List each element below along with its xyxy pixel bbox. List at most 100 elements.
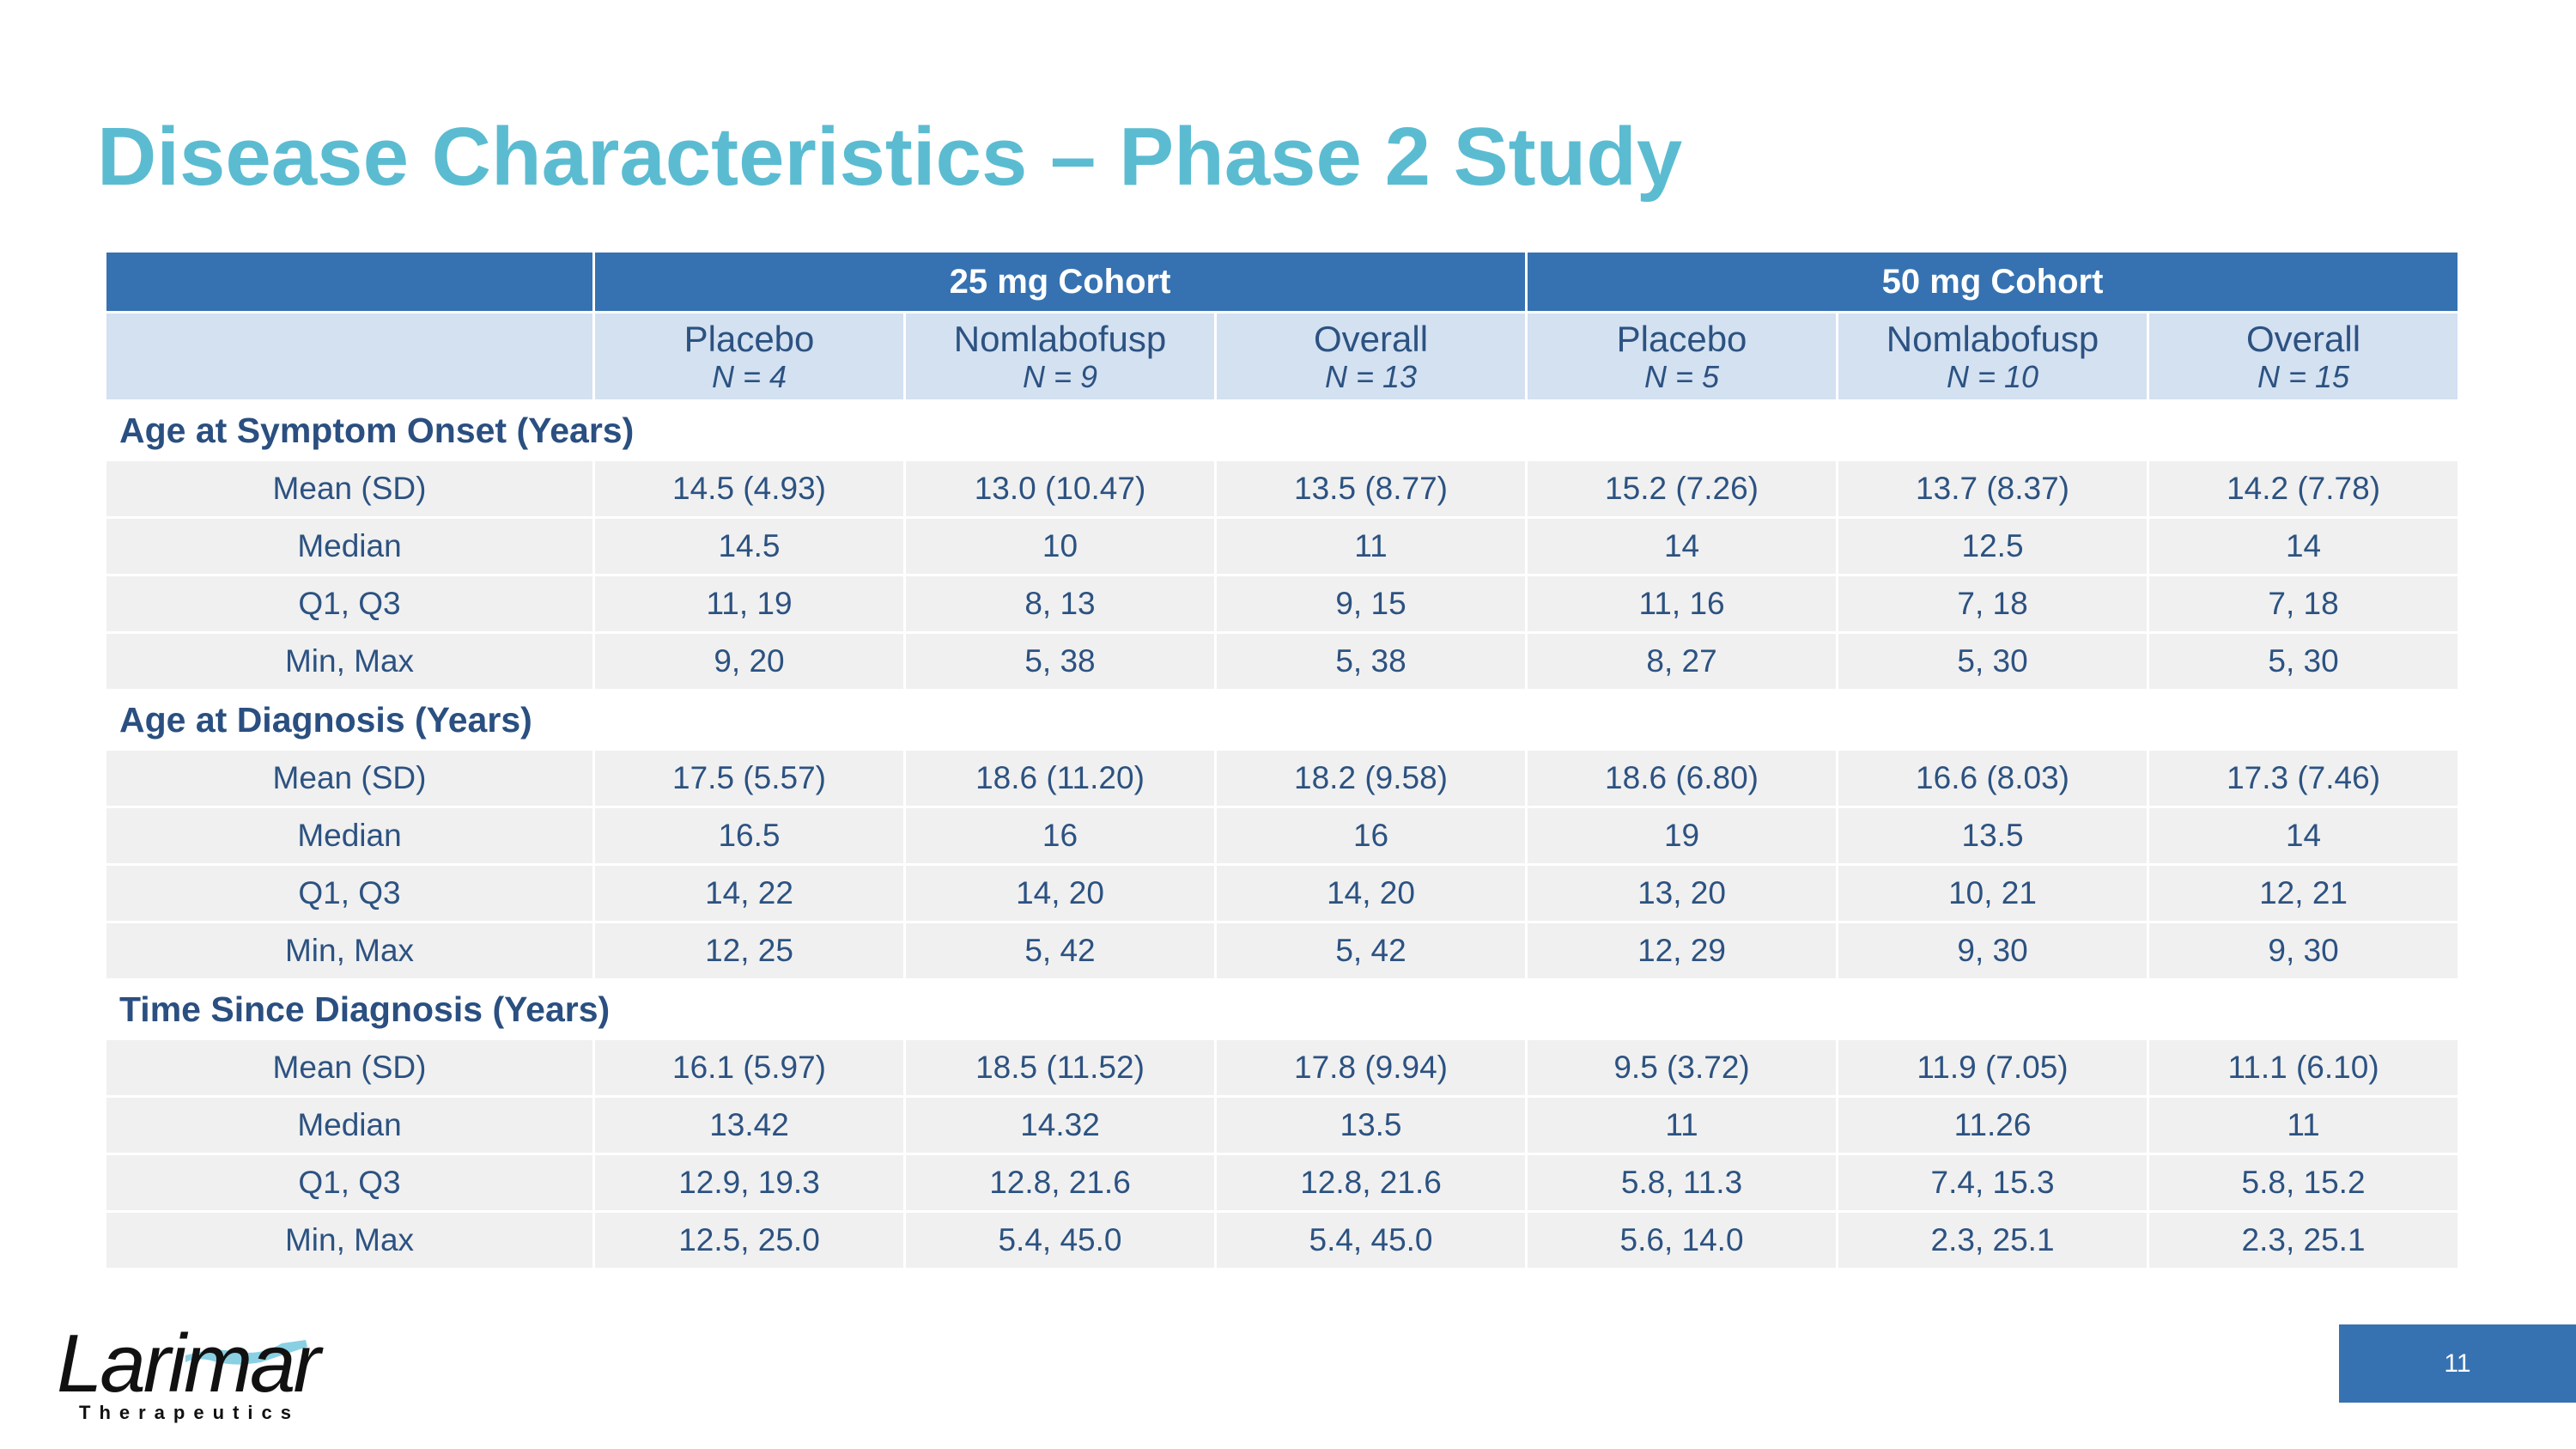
table-cell: 5.6, 14.0 (1525, 1210, 1839, 1270)
logo-tagline: Therapeutics (79, 1402, 300, 1423)
table-cell: 5.8, 15.2 (2147, 1153, 2461, 1213)
column-label: Placebo (683, 319, 815, 359)
table-cell: 9.5 (3.72) (1525, 1038, 1839, 1098)
table-cell: 12.8, 21.6 (903, 1153, 1217, 1213)
column-label: Nomlabofusp (1886, 319, 2099, 359)
table-cell: 18.6 (11.20) (903, 748, 1217, 808)
table-row: Min, Max 12, 25 5, 42 5, 42 12, 29 9, 30 9, 30 (104, 921, 2461, 981)
column-label: Overall (2246, 319, 2361, 359)
column-n: N = 15 (2257, 359, 2350, 394)
logo-wave-icon (185, 1340, 307, 1365)
table-cell: 8, 13 (903, 574, 1217, 634)
row-label: Median (104, 516, 595, 576)
table-cell: 9, 15 (1213, 574, 1528, 634)
table-cell: 11 (1213, 516, 1528, 576)
section-header-row: Age at Symptom Onset (Years) (103, 399, 2461, 461)
column-header: Nomlabofusp N = 10 (1836, 311, 2150, 402)
table-row: Q1, Q3 14, 22 14, 20 14, 20 13, 20 10, 21 12, … (104, 863, 2461, 923)
table-cell: 2.3, 25.1 (1836, 1210, 2150, 1270)
section-title: Age at Symptom Onset (Years) (103, 399, 2461, 461)
corner-cell (104, 311, 595, 402)
table-cell: 5.4, 45.0 (903, 1210, 1217, 1270)
table-cell: 8, 27 (1525, 631, 1839, 691)
table-cell: 5, 42 (1213, 921, 1528, 981)
table-row: Mean (SD) 16.1 (5.97) 18.5 (11.52) 17.8 (9.… (104, 1038, 2461, 1098)
section-title: Age at Diagnosis (Years) (103, 689, 2461, 751)
table-cell: 12.8, 21.6 (1213, 1153, 1528, 1213)
table-cell: 5, 38 (903, 631, 1217, 691)
table-cell: 13.5 (8.77) (1213, 459, 1528, 519)
column-header: Placebo N = 4 (592, 311, 906, 402)
column-header: Nomlabofusp N = 9 (903, 311, 1217, 402)
table-cell: 14.2 (7.78) (2147, 459, 2461, 519)
table-row: Q1, Q3 12.9, 19.3 12.8, 21.6 12.8, 21.6 5.8,… (104, 1153, 2461, 1213)
cohort-header-row: 25 mg Cohort 50 mg Cohort (104, 250, 2461, 314)
table-cell: 7, 18 (2147, 574, 2461, 634)
table-cell: 5.4, 45.0 (1213, 1210, 1528, 1270)
table-cell: 11, 19 (592, 574, 906, 634)
table-cell: 14, 20 (903, 863, 1217, 923)
corner-cell (104, 250, 595, 314)
table-cell: 16 (903, 806, 1217, 866)
table-cell: 16.5 (592, 806, 906, 866)
table-cell: 14 (2147, 516, 2461, 576)
table-cell: 13, 20 (1525, 863, 1839, 923)
section-header-row: Time Since Diagnosis (Years) (103, 978, 2461, 1040)
slide-title: Disease Characteristics – Phase 2 Study (97, 111, 1683, 203)
table-cell: 16 (1213, 806, 1528, 866)
section-title: Time Since Diagnosis (Years) (103, 978, 2461, 1040)
table-cell: 18.2 (9.58) (1213, 748, 1528, 808)
table-cell: 14 (2147, 806, 2461, 866)
column-label: Nomlabofusp (953, 319, 1167, 359)
table-cell: 13.5 (1213, 1095, 1528, 1155)
table-cell: 2.3, 25.1 (2147, 1210, 2461, 1270)
table-row: Mean (SD) 17.5 (5.57) 18.6 (11.20) 18.2 (9.… (104, 748, 2461, 808)
table-cell: 14, 22 (592, 863, 906, 923)
table-cell: 12, 29 (1525, 921, 1839, 981)
company-logo: Larimar Therapeutics (57, 1321, 320, 1424)
row-label: Q1, Q3 (104, 863, 595, 923)
table-cell: 11, 16 (1525, 574, 1839, 634)
table-cell: 18.5 (11.52) (903, 1038, 1217, 1098)
table-cell: 12, 21 (2147, 863, 2461, 923)
column-label: Placebo (1616, 319, 1747, 359)
table-row: Median 13.42 14.32 13.5 11 11.26 11 (104, 1095, 2461, 1155)
column-n: N = 5 (1644, 359, 1720, 394)
table-cell: 14 (1525, 516, 1839, 576)
logo-wordmark: Larimar (57, 1318, 320, 1409)
column-header: Overall N = 15 (2147, 311, 2461, 402)
table-cell: 14.5 (592, 516, 906, 576)
table-cell: 11.1 (6.10) (2147, 1038, 2461, 1098)
table-cell: 14, 20 (1213, 863, 1528, 923)
row-label: Min, Max (104, 631, 595, 691)
disease-characteristics-table: 25 mg Cohort 50 mg Cohort Placebo N = 4 N… (103, 250, 2461, 1270)
row-label: Mean (SD) (104, 459, 595, 519)
table-cell: 12.9, 19.3 (592, 1153, 906, 1213)
table-cell: 9, 20 (592, 631, 906, 691)
row-label: Q1, Q3 (104, 574, 595, 634)
table-cell: 18.6 (6.80) (1525, 748, 1839, 808)
table-cell: 9, 30 (2147, 921, 2461, 981)
row-label: Median (104, 806, 595, 866)
table-cell: 10 (903, 516, 1217, 576)
row-label: Mean (SD) (104, 1038, 595, 1098)
table-body: Age at Symptom Onset (Years) Mean (SD) 14.… (103, 399, 2461, 1270)
column-n: N = 13 (1324, 359, 1418, 394)
table-cell: 11.26 (1836, 1095, 2150, 1155)
table-cell: 16.6 (8.03) (1836, 748, 2150, 808)
table-cell: 13.0 (10.47) (903, 459, 1217, 519)
column-label: Overall (1313, 319, 1429, 359)
arm-header-row: Placebo N = 4 Nomlabofusp N = 9 Overall N =… (104, 311, 2461, 402)
column-header: Overall N = 13 (1213, 311, 1528, 402)
column-n: N = 9 (1022, 359, 1098, 394)
table-cell: 5, 42 (903, 921, 1217, 981)
table-cell: 14.5 (4.93) (592, 459, 906, 519)
table-cell: 13.7 (8.37) (1836, 459, 2150, 519)
column-n: N = 4 (711, 359, 787, 394)
cohort-header-25mg: 25 mg Cohort (592, 250, 1528, 314)
table-cell: 11.9 (7.05) (1836, 1038, 2150, 1098)
table-cell: 11 (2147, 1095, 2461, 1155)
table-cell: 9, 30 (1836, 921, 2150, 981)
table-row: Median 14.5 10 11 14 12.5 14 (104, 516, 2461, 576)
table-row: Mean (SD) 14.5 (4.93) 13.0 (10.47) 13.5 (8.… (104, 459, 2461, 519)
